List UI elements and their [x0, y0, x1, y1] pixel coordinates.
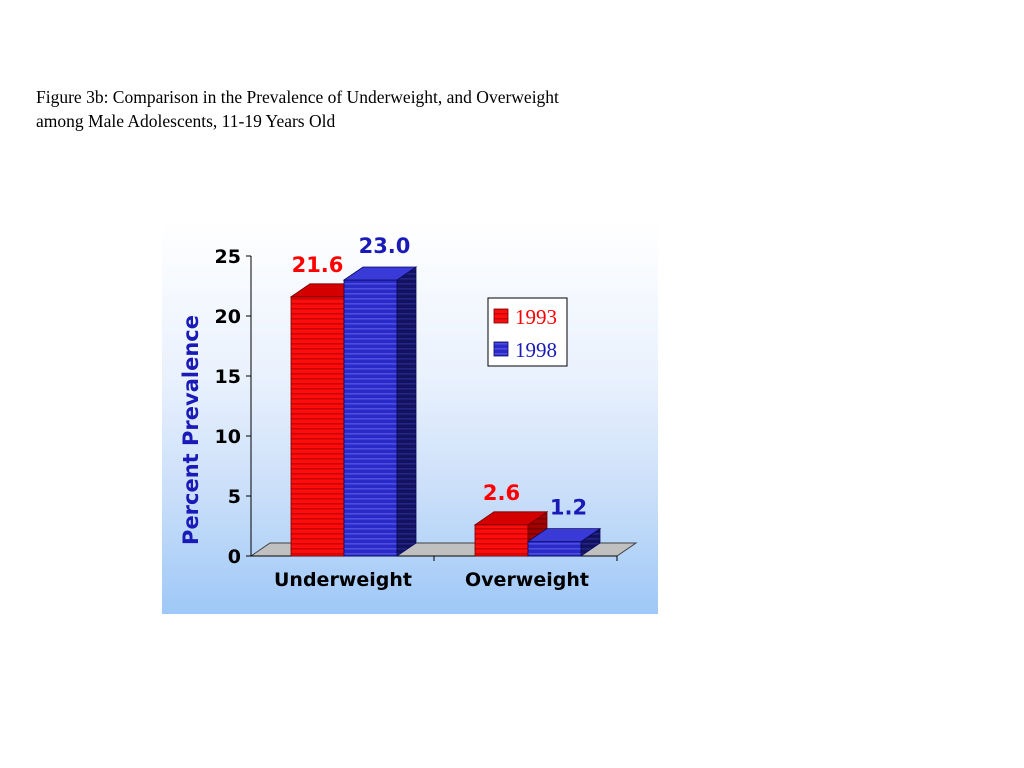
data-label: 2.6: [483, 481, 520, 505]
y-tick-label: 0: [228, 546, 241, 568]
bar: [526, 527, 602, 557]
legend: 1993 1998: [487, 297, 568, 367]
y-tick-label: 10: [215, 426, 241, 448]
x-tick-label: Overweight: [465, 569, 589, 591]
legend-swatch: [493, 308, 509, 324]
data-label: 1.2: [550, 496, 587, 520]
data-label: 21.6: [292, 253, 344, 277]
y-tick-label: 5: [228, 486, 241, 508]
bar-top: [342, 266, 418, 281]
bar-front: [343, 279, 398, 557]
bar-top: [526, 528, 602, 542]
bar: [342, 266, 418, 557]
bar-front: [290, 296, 345, 557]
data-label: 23.0: [359, 234, 411, 258]
y-tick-label: 25: [215, 246, 241, 268]
bar-side: [396, 266, 417, 557]
y-axis-title: Percent Prevalence: [179, 315, 203, 545]
x-tick-label: Underweight: [274, 569, 412, 591]
bar-front: [527, 541, 582, 557]
bars: [289, 266, 602, 557]
y-tick-label: 20: [215, 306, 241, 328]
value-labels: 21.6 23.0 2.6 1.2: [292, 234, 588, 520]
caption-line-2: among Male Adolescents, 11-19 Years Old: [36, 111, 336, 131]
bar-front: [474, 524, 529, 557]
bar-top: [473, 511, 549, 526]
legend-label: 1998: [515, 338, 557, 362]
y-tick-label: 15: [215, 366, 241, 388]
caption-line-1: Figure 3b: Comparison in the Prevalence …: [36, 87, 559, 107]
figure-caption: Figure 3b: Comparison in the Prevalence …: [36, 85, 656, 133]
legend-swatch: [493, 341, 509, 357]
legend-label: 1993: [515, 305, 557, 329]
